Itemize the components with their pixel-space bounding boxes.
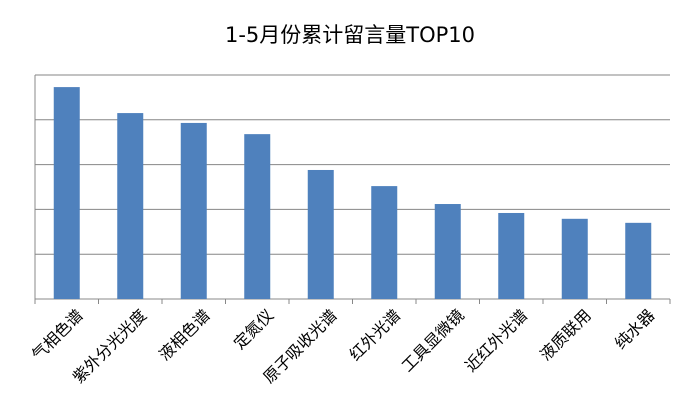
bar <box>371 186 398 299</box>
chart-title: 1-5月份累计留言量TOP10 <box>225 23 475 47</box>
x-tick-label: 近红外光谱 <box>461 306 531 376</box>
x-tick-label: 气相色谱 <box>28 306 87 365</box>
x-tick-label: 定氮仪 <box>230 306 277 353</box>
bar <box>307 169 334 299</box>
bar <box>180 122 207 299</box>
bar <box>434 204 461 299</box>
bar <box>561 218 588 299</box>
bar <box>244 134 271 299</box>
bar <box>117 113 144 299</box>
bar <box>625 222 652 299</box>
x-tick-label: 红外光谱 <box>346 306 405 365</box>
x-tick-label: 工具显微镜 <box>398 306 468 376</box>
x-tick-label: 纯水器 <box>611 306 658 353</box>
x-tick-label: 液相色谱 <box>155 306 214 365</box>
bar <box>53 87 80 299</box>
x-tick-label: 液质联用 <box>536 306 595 365</box>
bar <box>498 212 525 299</box>
